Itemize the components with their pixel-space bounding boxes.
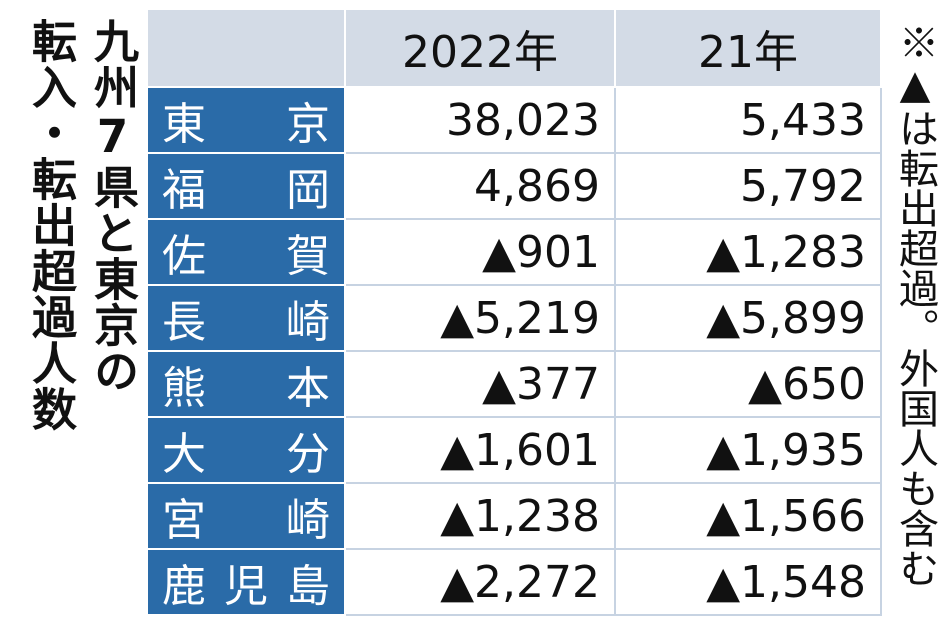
- table-row: 福岡 4,869 5,792: [146, 152, 882, 220]
- title: 九州7県と東京の 転入・転出超過人数: [8, 18, 143, 618]
- cell: ▲1,601: [344, 416, 616, 484]
- row-label: 宮崎: [146, 482, 346, 550]
- cell: ▲901: [344, 218, 616, 286]
- cell: ▲377: [344, 350, 616, 418]
- cell: 5,433: [614, 86, 882, 154]
- cell: ▲1,238: [344, 482, 616, 550]
- table-row: 鹿児島 ▲2,272 ▲1,548: [146, 548, 882, 616]
- row-label: 福岡: [146, 152, 346, 220]
- title-line: 九州7県と東京の: [86, 18, 139, 394]
- cell: ▲1,548: [614, 548, 882, 616]
- cell: ▲5,899: [614, 284, 882, 352]
- cell: ▲1,935: [614, 416, 882, 484]
- cell: ▲2,272: [344, 548, 616, 616]
- cell: ▲650: [614, 350, 882, 418]
- table-row: 熊本 ▲377 ▲650: [146, 350, 882, 418]
- cell: ▲1,566: [614, 482, 882, 550]
- table-row: 大分 ▲1,601 ▲1,935: [146, 416, 882, 484]
- cell: ▲5,219: [344, 284, 616, 352]
- note: ※▲は転出超過。外国人も含む: [892, 22, 938, 588]
- column-header: 2022年: [344, 8, 616, 88]
- row-label: 大分: [146, 416, 346, 484]
- row-label: 熊本: [146, 350, 346, 418]
- row-label: 鹿児島: [146, 548, 346, 616]
- cell: 4,869: [344, 152, 616, 220]
- cell: 38,023: [344, 86, 616, 154]
- table: 2022年 21年 東京 38,023 5,433 福岡 4,869 5,792 佐賀 ▲90…: [146, 8, 882, 616]
- cell: ▲1,283: [614, 218, 882, 286]
- corner-cell: [146, 8, 346, 88]
- row-label: 東京: [146, 86, 346, 154]
- table-row: 長崎 ▲5,219 ▲5,899: [146, 284, 882, 352]
- cell: 5,792: [614, 152, 882, 220]
- table-row: 宮崎 ▲1,238 ▲1,566: [146, 482, 882, 550]
- title-line: 転入・転出超過人数: [24, 18, 77, 432]
- row-label: 佐賀: [146, 218, 346, 286]
- header-row: 2022年 21年: [146, 8, 882, 88]
- row-label: 長崎: [146, 284, 346, 352]
- table-row: 佐賀 ▲901 ▲1,283: [146, 218, 882, 286]
- column-header: 21年: [614, 8, 882, 88]
- table-row: 東京 38,023 5,433: [146, 86, 882, 154]
